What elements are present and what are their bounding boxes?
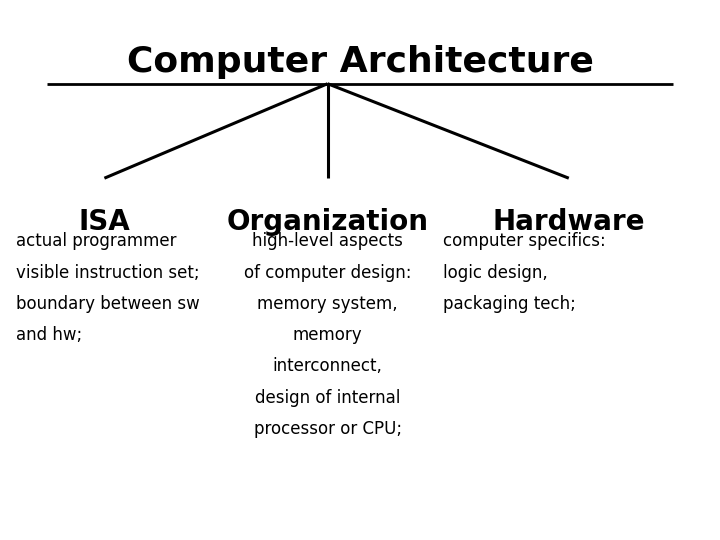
Text: memory system,: memory system, xyxy=(257,295,398,313)
Text: interconnect,: interconnect, xyxy=(273,357,382,375)
Text: high-level aspects: high-level aspects xyxy=(252,232,403,250)
Text: boundary between sw: boundary between sw xyxy=(16,295,199,313)
Text: visible instruction set;: visible instruction set; xyxy=(16,264,199,281)
Text: logic design,: logic design, xyxy=(443,264,547,281)
Text: ISA: ISA xyxy=(78,208,130,236)
Text: memory: memory xyxy=(293,326,362,344)
Text: Organization: Organization xyxy=(227,208,428,236)
Text: design of internal: design of internal xyxy=(255,389,400,407)
Text: computer specifics:: computer specifics: xyxy=(443,232,606,250)
Text: of computer design:: of computer design: xyxy=(244,264,411,281)
Text: actual programmer: actual programmer xyxy=(16,232,176,250)
Text: and hw;: and hw; xyxy=(16,326,82,344)
Text: Hardware: Hardware xyxy=(492,208,645,236)
Text: Computer Architecture: Computer Architecture xyxy=(127,45,593,79)
Text: packaging tech;: packaging tech; xyxy=(443,295,576,313)
Text: processor or CPU;: processor or CPU; xyxy=(253,420,402,438)
